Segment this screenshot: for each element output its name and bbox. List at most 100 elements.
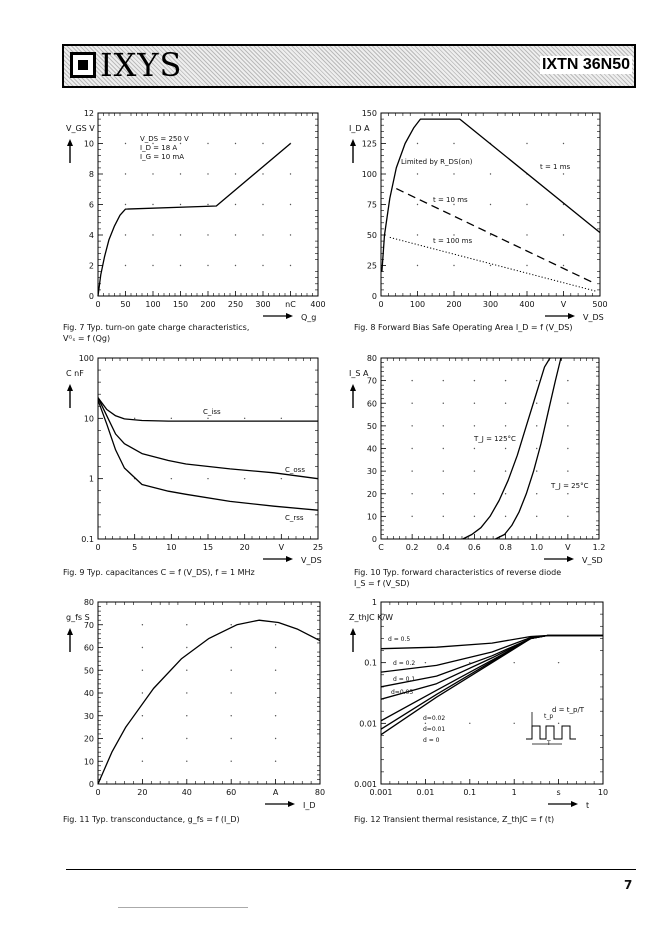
chart-fig11: 0 20 40 60 A 80 0 10 20 30 40 50 60 70 80 g_fs S I_D Fig.… [63,598,325,824]
label-ciss: C_iss [203,408,221,416]
annotation-25c: T_J = 25°C [550,482,589,490]
x-tick-label: 300 [483,300,498,309]
x-tick-label: 0 [95,300,100,309]
grid-dot [124,234,127,236]
x-tick-label: 50 [120,300,130,309]
x-tick-label: 20 [240,543,250,552]
x-tick-label: 200 [200,300,215,309]
figure-caption: Fig. 8 Forward Bias Safe Operating Area … [354,323,572,332]
x-tick-label: 10 [166,543,176,552]
grid-dot [207,417,209,420]
grid-dot [207,234,209,236]
grid-dot [280,417,283,420]
grid-dot [234,142,237,145]
grid-dot [411,515,413,518]
x-tick-label: 100 [410,300,425,309]
figure-caption-line2: Vᴳₛ = f (Qg) [63,334,110,343]
grid-dot [262,173,264,175]
grid-dot [504,515,507,518]
grid-dot [562,142,565,145]
grid-dot [141,692,144,694]
grid-dot [170,477,173,480]
grid-dot [536,379,538,382]
plot-frame [380,601,604,785]
grid-dot [526,264,528,267]
y-tick-label: 125 [362,140,377,149]
y-tick-label: 10 [84,414,94,423]
grid-dot [243,417,246,420]
y-tick-label: 150 [362,109,377,118]
chart-fig8: 0 100 200 300 400 V 500 0 25 50 75 100 125 150 I_D A V_… [349,109,608,332]
annotation-duty: d = 0.2 [393,660,415,667]
y-tick-label: 70 [367,377,377,386]
x-tick-label: V [279,543,285,552]
grid-dot [152,264,154,267]
x-axis-label: I_D [303,801,316,810]
y-axis-arrowhead-icon [67,384,73,391]
x-tick-label: 80 [315,788,325,797]
grid-dot [133,417,136,420]
y-axis-label: V_GS V [66,124,95,133]
grid-dot [262,264,264,267]
grid-dot [442,470,444,472]
grid-dot [186,715,188,717]
x-tick-label: 150 [173,300,188,309]
grid-dot [152,203,154,206]
grid-dot [124,203,127,206]
annotation-10ms: t = 10 ms [433,196,468,204]
y-axis-arrowhead-icon [350,384,356,391]
figure-caption: Fig. 10 Typ. forward characteristics of … [354,568,561,577]
grid-dot [179,203,182,206]
grid-dot [567,447,569,450]
grid-dot [416,264,419,267]
grid-dot [526,142,528,145]
y-tick-label: 4 [89,231,94,240]
x-tick-label: V [565,543,571,552]
grid-dot [141,737,144,740]
x-tick-label: 25 [313,543,323,552]
y-tick-label: 50 [84,666,94,675]
y-tick-label: 1 [89,475,94,484]
grid-dot [152,234,154,236]
y-tick-label: 60 [367,399,377,408]
y-tick-label: 0 [89,780,94,789]
grid-dot [179,234,182,236]
chart-fig12: 0.001 0.01 0.1 1 s 10 0.001 0.01 0.1 1 Z_thJC K/W t… [349,598,608,824]
x-axis-label: V_SD [582,556,603,565]
x-tick-label: 60 [226,788,236,797]
x-tick-label: 1.0 [530,543,543,552]
grid-dot [411,447,413,450]
grid-dot [262,234,264,236]
grid-dot [179,173,182,175]
grid-dot [504,493,507,495]
grid-dot [453,142,455,145]
x-axis-arrowhead-icon [288,801,295,807]
series-line [381,118,601,272]
grid-dot [152,173,154,175]
grid-dot [536,470,538,472]
x-axis-label: V_DS [301,556,322,565]
x-axis-label: t [586,801,589,810]
grid-dot [424,722,427,725]
grid-dot [207,477,209,480]
y-tick-label: 70 [84,621,94,630]
x-tick-label: 0 [95,788,100,797]
y-tick-label: 60 [84,644,94,653]
grid-dot [473,515,476,518]
grid-dot [179,264,182,267]
series-line [380,634,603,650]
grid-dot [473,493,476,495]
figure-caption-line2: I_S = f (V_SD) [354,579,410,588]
y-axis-label: I_S A [349,369,369,378]
grid-dot [562,173,565,175]
grid-dot [243,477,246,480]
grid-dot [230,646,232,649]
x-axis-arrowhead-icon [571,801,578,807]
grid-dot [230,692,232,694]
y-axis-arrowhead-icon [67,628,73,635]
chart-fig10: C 0.2 0.4 0.6 0.8 1.0 V 1.2 0 10 20 30 40 50 60 70 80 I_S… [349,354,605,588]
grid-dot [207,142,209,145]
grid-dot [230,737,232,740]
y-tick-label: 12 [84,109,94,118]
x-tick-label: 1 [512,788,517,797]
